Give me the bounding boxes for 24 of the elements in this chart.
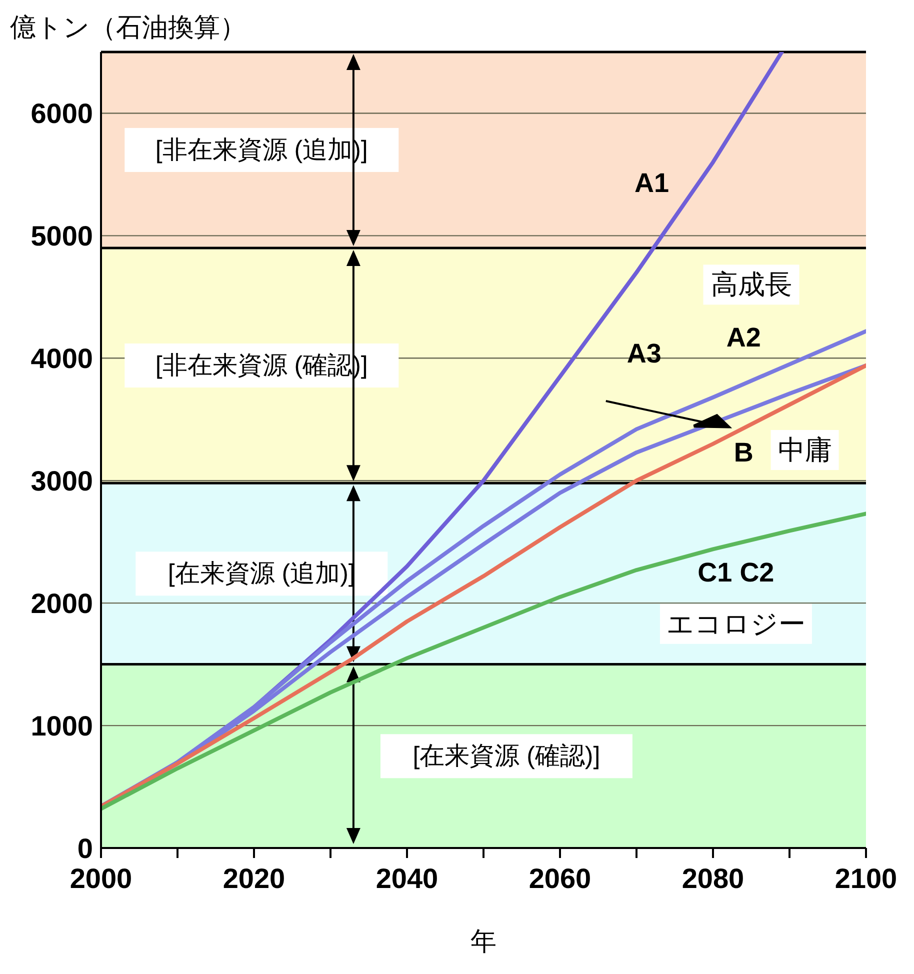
x-axis-title: 年 (470, 926, 496, 956)
annotation: C1 C2 (698, 557, 774, 588)
annotation: エコロジー (666, 608, 806, 639)
line-series (101, 512, 866, 811)
annotation: 中庸 (778, 435, 832, 465)
y-tick-label: 0 (77, 832, 93, 864)
band-label: [在来資源 (確認)] (412, 742, 600, 770)
x-tick-label: 2000 (70, 862, 132, 894)
x-tick-label: 2020 (222, 862, 286, 894)
x-tick-label: 2080 (682, 862, 744, 894)
annotation: A1 (634, 168, 670, 198)
y-tick-label: 1000 (30, 710, 93, 742)
y-axis-title: 億トン（石油換算） (10, 11, 246, 44)
x-tick-label: 2060 (528, 862, 592, 894)
y-tick-label: 4000 (30, 343, 93, 374)
annotation: A2 (726, 322, 761, 352)
y-tick-label: 6000 (30, 98, 93, 130)
y-tick-label: 2000 (30, 588, 93, 620)
annotation: 高成長 (710, 270, 792, 300)
y-tick-label: 5000 (30, 220, 93, 252)
annotation: B (734, 437, 754, 468)
x-tick-label: 2040 (376, 862, 438, 894)
y-tick-label: 3000 (30, 466, 93, 497)
x-tick-label: 2100 (834, 862, 898, 894)
